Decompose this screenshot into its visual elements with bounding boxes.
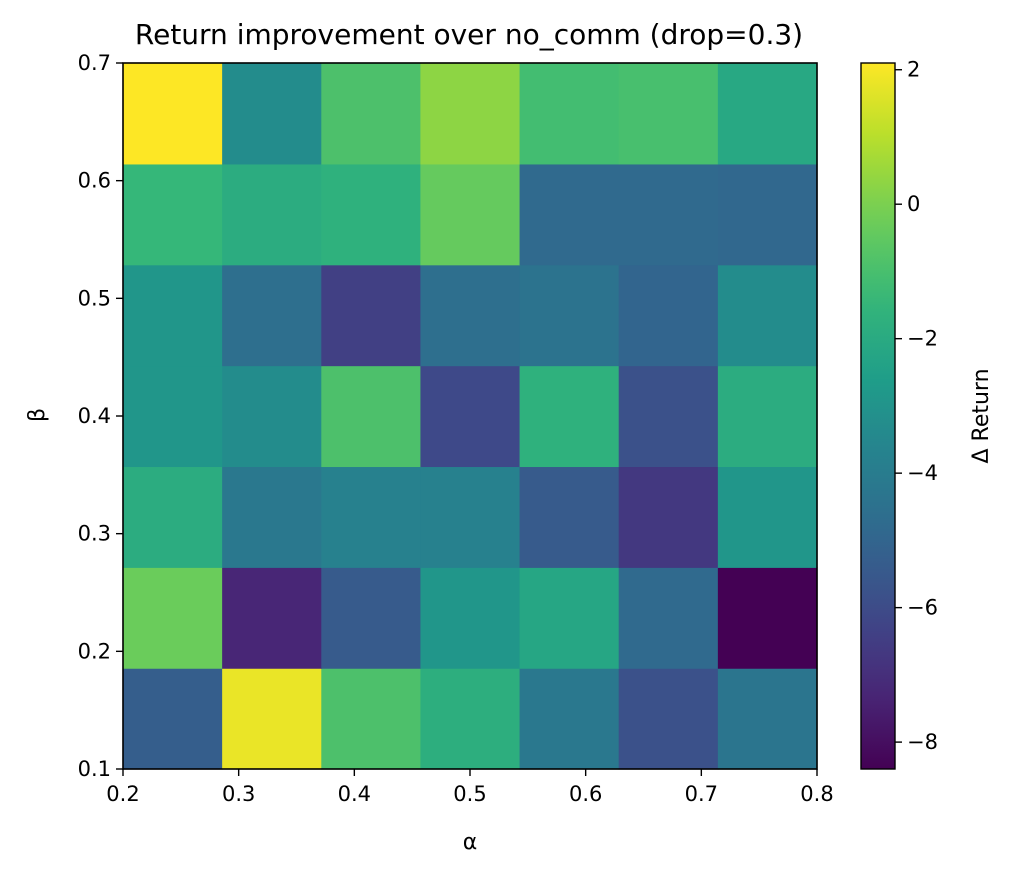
x-tick-label: 0.7 — [685, 782, 718, 806]
x-tick-label: 0.4 — [338, 782, 371, 806]
heatmap-cell — [420, 365, 521, 468]
heatmap-cell — [717, 264, 818, 367]
colorbar-tick-label: −2 — [907, 327, 938, 351]
heatmap-cell — [618, 63, 719, 165]
y-tick-label: 0.6 — [78, 169, 111, 193]
heatmap-cell — [123, 264, 223, 367]
colorbar-label: Δ Return — [969, 368, 994, 463]
heatmap-cell — [321, 466, 422, 568]
heatmap-cell — [222, 163, 322, 266]
colorbar-tick-label: 0 — [907, 192, 920, 216]
heatmap-cell — [519, 63, 620, 165]
heatmap-cell — [618, 567, 719, 669]
heatmap-cell — [420, 668, 521, 770]
heatmap-cell — [420, 63, 521, 165]
heatmap-cell — [717, 163, 818, 266]
heatmap-cell — [321, 264, 422, 367]
heatmap-cell — [420, 466, 521, 568]
heatmap-cell — [519, 466, 620, 568]
y-axis: 0.1 0.2 0.3 0.4 0.5 0.6 0.7 — [78, 51, 123, 781]
x-axis: 0.2 0.3 0.4 0.5 0.6 0.7 0.8 — [106, 769, 834, 806]
heatmap-cell — [222, 264, 322, 367]
heatmap-cell — [420, 567, 521, 669]
heatmap-cell — [717, 63, 818, 165]
heatmap-cell — [321, 668, 422, 770]
heatmap-cell — [519, 264, 620, 367]
y-tick-label: 0.4 — [78, 404, 111, 428]
heatmap-cell — [123, 567, 223, 669]
heatmap-cell — [519, 365, 620, 468]
x-tick-label: 0.6 — [569, 782, 602, 806]
heatmap-cell — [222, 567, 322, 669]
heatmap-cell — [618, 163, 719, 266]
heatmap-cell — [321, 163, 422, 266]
heatmap-cell — [717, 668, 818, 770]
colorbar-tick-label: −4 — [907, 461, 938, 485]
heatmap-cell — [618, 365, 719, 468]
heatmap-cell — [222, 668, 322, 770]
colorbar-axis: 2 0 −2 −4 −6 −8 — [895, 58, 938, 754]
heatmap-cell — [618, 668, 719, 770]
y-tick-label: 0.2 — [78, 639, 111, 663]
y-tick-label: 0.3 — [78, 522, 111, 546]
heatmap-cell — [717, 365, 818, 468]
heatmap-cell — [321, 365, 422, 468]
heatmap-cell — [717, 466, 818, 568]
heatmap-cells — [123, 63, 818, 770]
chart-title: Return improvement over no_comm (drop=0.… — [135, 18, 803, 51]
x-axis-label: α — [463, 830, 478, 855]
y-tick-label: 0.5 — [78, 286, 111, 310]
heatmap-cell — [618, 466, 719, 568]
y-tick-label: 0.7 — [78, 51, 111, 75]
colorbar — [860, 62, 896, 770]
x-tick-label: 0.2 — [106, 782, 139, 806]
colorbar-tick-label: −6 — [907, 596, 938, 620]
heatmap-cell — [321, 567, 422, 669]
x-tick-label: 0.8 — [800, 782, 833, 806]
heatmap-cell — [717, 567, 818, 669]
heatmap-cell — [222, 466, 322, 568]
heatmap-cell — [222, 63, 322, 165]
heatmap-cell — [123, 466, 223, 568]
heatmap-cell — [123, 63, 223, 165]
y-tick-label: 0.1 — [78, 757, 111, 781]
heatmap-cell — [519, 668, 620, 770]
colorbar-tick-label: −8 — [907, 730, 938, 754]
heatmap-cell — [123, 365, 223, 468]
heatmap-cell — [123, 668, 223, 770]
colorbar-tick-label: 2 — [907, 58, 920, 82]
heatmap-cell — [420, 163, 521, 266]
heatmap-cell — [618, 264, 719, 367]
heatmap-cell — [123, 163, 223, 266]
x-tick-label: 0.5 — [453, 782, 486, 806]
heatmap-cell — [321, 63, 422, 165]
heatmap-cell — [519, 567, 620, 669]
heatmap-cell — [519, 163, 620, 266]
y-axis-label: β — [25, 408, 50, 422]
x-tick-label: 0.3 — [222, 782, 255, 806]
heatmap-cell — [420, 264, 521, 367]
heatmap-cell — [222, 365, 322, 468]
